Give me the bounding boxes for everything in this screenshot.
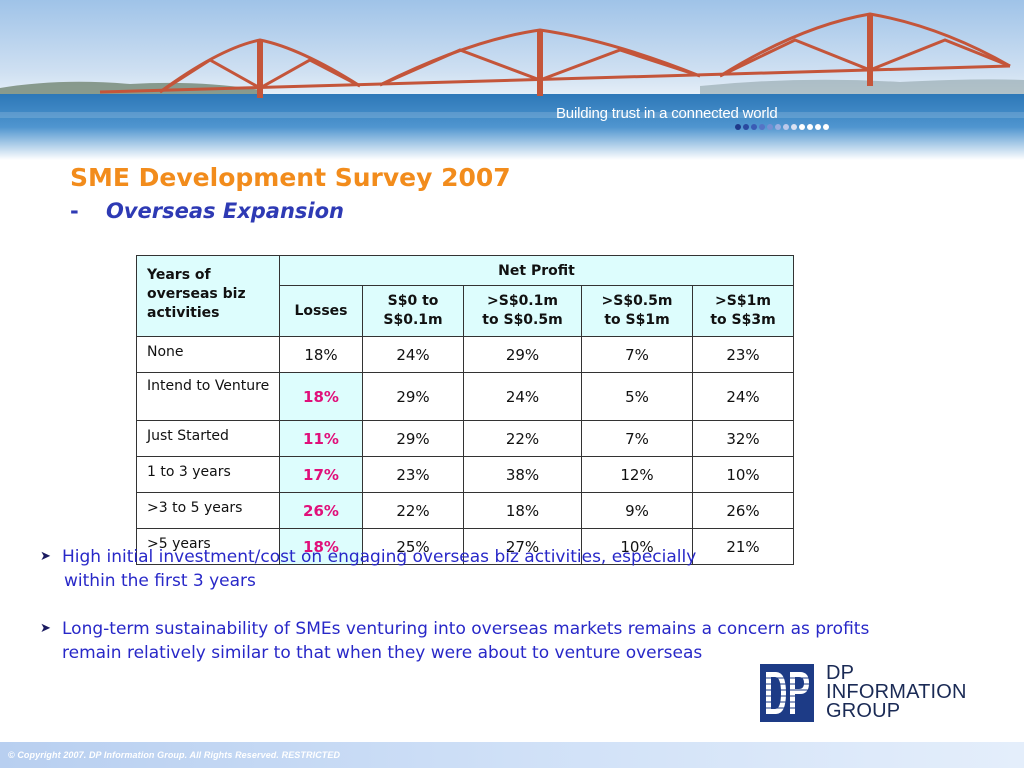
subtitle-text: Overseas Expansion [106, 199, 344, 223]
bullet-list: ➤ High initial investment/cost on engagi… [40, 545, 1024, 665]
company-logo: DP INFORMATION GROUP [760, 662, 967, 722]
table-cell: 11% [279, 420, 363, 457]
bullet-item: ➤ High initial investment/cost on engagi… [40, 545, 842, 593]
table-cell: 18% [279, 528, 363, 565]
slide-subtitle: - Overseas Expansion [70, 199, 344, 223]
table-cell: 32% [692, 420, 794, 457]
table-cell: 18% [279, 336, 363, 373]
table-cell: 23% [362, 456, 464, 493]
table-row: Intend to Venture 18% 29% 24% 5% 24% [136, 372, 794, 421]
table-cell: 23% [692, 336, 794, 373]
table-row: None 18% 24% 29% 7% 23% [136, 336, 794, 373]
table-cell: 9% [581, 492, 693, 529]
banner-dots [735, 124, 829, 130]
banner-dot [791, 124, 797, 130]
logo-line: INFORMATION [826, 681, 967, 703]
table-cell: 38% [463, 456, 582, 493]
table-cell: 7% [581, 336, 693, 373]
banner-dot [759, 124, 765, 130]
slide-title: SME Development Survey 2007 [70, 163, 511, 192]
row-label: >3 to 5 years [136, 492, 280, 529]
bullet-text-line: Long-term sustainability of SMEs venturi… [62, 619, 870, 639]
table-cell: 29% [463, 336, 582, 373]
subtitle-dash: - [70, 199, 79, 223]
table-cell: 18% [279, 372, 363, 421]
table-cell: 27% [463, 528, 582, 565]
row-label: Intend to Venture [136, 372, 280, 421]
row-header-cell: Years of overseas biz activities [136, 255, 280, 337]
table-cell: 21% [692, 528, 794, 565]
column-header-losses: Losses [279, 285, 363, 337]
banner-dot [799, 124, 805, 130]
footer-bar: © Copyright 2007. DP Information Group. … [0, 742, 1024, 768]
header-banner: Building trust in a connected world [0, 0, 1024, 160]
table-row: 1 to 3 years 17% 23% 38% 12% 10% [136, 456, 794, 493]
banner-dot [775, 124, 781, 130]
arrow-bullet-icon: ➤ [40, 621, 51, 636]
table-cell: 24% [692, 372, 794, 421]
bullet-text-line: High initial investment/cost on engaging… [62, 547, 697, 567]
banner-dot [751, 124, 757, 130]
table-row: >3 to 5 years 26% 22% 18% 9% 26% [136, 492, 794, 529]
table-cell: 26% [692, 492, 794, 529]
table-cell: 22% [463, 420, 582, 457]
bullet-text-line: within the first 3 years [64, 571, 256, 591]
table-cell: 10% [581, 528, 693, 565]
bridge-banner-image [0, 0, 1024, 160]
table-cell: 25% [362, 528, 464, 565]
table-cell: 5% [581, 372, 693, 421]
logo-wordmark: DP INFORMATION GROUP [826, 662, 967, 722]
column-header-05-1m: >S$0.5m to S$1m [581, 285, 693, 337]
banner-dot [767, 124, 773, 130]
row-label: 1 to 3 years [136, 456, 280, 493]
bullet-item: ➤ Long-term sustainability of SMEs ventu… [40, 617, 1024, 665]
banner-dot [743, 124, 749, 130]
banner-tagline: Building trust in a connected world [556, 105, 778, 122]
table-cell: 10% [692, 456, 794, 493]
table-cell: 18% [463, 492, 582, 529]
logo-line: GROUP [826, 700, 901, 722]
column-header-1-3m: >S$1m to S$3m [692, 285, 794, 337]
table-cell: 29% [362, 420, 464, 457]
table-cell: 17% [279, 456, 363, 493]
copyright-text: © Copyright 2007. DP Information Group. … [8, 750, 341, 760]
row-label: None [136, 336, 280, 373]
net-profit-header: Net Profit [279, 255, 794, 286]
column-header-0-01m: S$0 to S$0.1m [362, 285, 464, 337]
banner-dot [735, 124, 741, 130]
table-cell: 24% [463, 372, 582, 421]
column-header-01-05m: >S$0.1m to S$0.5m [463, 285, 582, 337]
table-cell: 22% [362, 492, 464, 529]
row-label: Just Started [136, 420, 280, 457]
banner-dot [815, 124, 821, 130]
table-row: >5 years 18% 25% 27% 10% 21% [136, 528, 794, 565]
banner-dot [783, 124, 789, 130]
table-row: Just Started 11% 29% 22% 7% 32% [136, 420, 794, 457]
row-label: >5 years [136, 528, 280, 565]
logo-line: DP [826, 662, 855, 684]
table-cell: 12% [581, 456, 693, 493]
bullet-text-line: remain relatively similar to that when t… [62, 643, 703, 663]
banner-dot [823, 124, 829, 130]
table-cell: 7% [581, 420, 693, 457]
table-cell: 24% [362, 336, 464, 373]
survey-table: Years of overseas biz activities Net Pro… [136, 255, 794, 565]
arrow-bullet-icon: ➤ [40, 549, 51, 564]
table-cell: 26% [279, 492, 363, 529]
dp-logo-mark-icon [760, 664, 814, 722]
banner-dot [807, 124, 813, 130]
table-cell: 29% [362, 372, 464, 421]
